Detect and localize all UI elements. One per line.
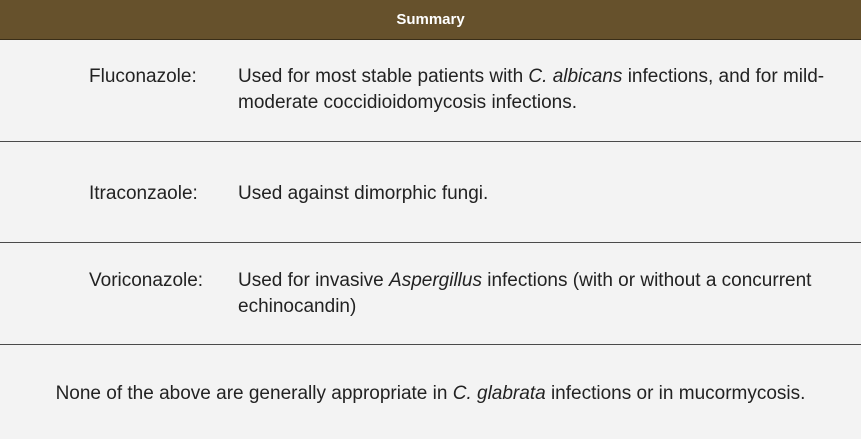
header-title: Summary <box>396 11 465 28</box>
description-text: Used for invasive <box>238 270 390 291</box>
drug-description-voriconazole: Used for invasive Aspergillus infections… <box>238 268 854 320</box>
description-text: Used against dimorphic fungi. <box>238 183 489 204</box>
table-row-itraconazole: Itraconzaole: Used against dimorphic fun… <box>0 142 861 243</box>
drug-name-voriconazole: Voriconazole: <box>89 270 204 291</box>
organism-name: C. glabrata <box>452 383 546 404</box>
drug-name-itraconazole: Itraconzaole: <box>89 183 198 204</box>
summary-footer-note: None of the above are generally appropri… <box>0 381 861 407</box>
table-row-voriconazole: Voriconazole: Used for invasive Aspergil… <box>0 243 861 345</box>
description-text: Used for most stable patients with <box>238 66 529 87</box>
drug-description-itraconazole: Used against dimorphic fungi. <box>238 181 854 207</box>
footer-text: None of the above are generally appropri… <box>55 383 453 404</box>
footer-text: infections or in mucormycosis. <box>545 383 806 404</box>
description-text: infections, and for mild-moderate coccid… <box>238 66 825 113</box>
description-text: infections (with or without a concurrent… <box>238 270 812 317</box>
summary-header: Summary <box>0 0 861 40</box>
drug-name-fluconazole: Fluconazole: <box>89 66 197 87</box>
organism-name: C. albicans <box>528 66 623 87</box>
table-row-fluconazole: Fluconazole: Used for most stable patien… <box>0 40 861 142</box>
organism-name: Aspergillus <box>389 270 482 291</box>
drug-description-fluconazole: Used for most stable patients with C. al… <box>238 64 854 116</box>
